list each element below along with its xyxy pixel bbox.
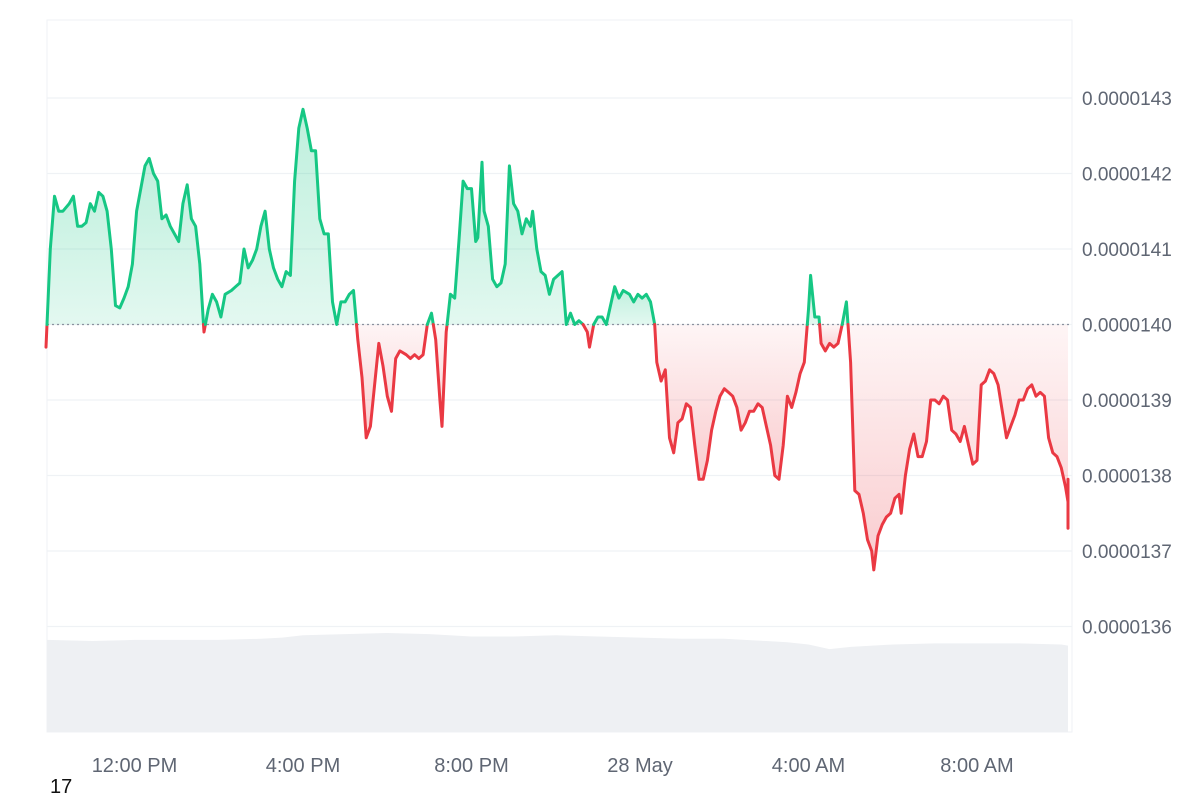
price-line-down: [846, 323, 1070, 572]
area-above-baseline: [205, 109, 357, 325]
price-line-down: [818, 323, 844, 353]
area-below-baseline: [356, 324, 428, 438]
area-below-baseline: [654, 324, 808, 480]
price-line-up: [425, 311, 435, 326]
price-line-down: [581, 323, 596, 349]
y-tick-label: 0.0000136: [1082, 618, 1172, 639]
volume-area: [47, 633, 1068, 732]
price-line-down: [202, 323, 207, 334]
x-axis-labels: 12:00 PM 4:00 PM 8:00 PM 28 May 4:00 AM 8:00 …: [92, 755, 1014, 777]
price-line-down: [355, 323, 429, 440]
price-line-up: [840, 300, 850, 326]
area-above-baseline: [47, 158, 204, 325]
y-tick-label: 0.0000138: [1082, 467, 1172, 488]
y-tick-label: 0.0000139: [1082, 391, 1172, 412]
y-tick-label: 0.0000141: [1082, 240, 1172, 261]
y-axis-labels: 0.0000143 0.0000142 0.0000141 0.0000140 0.00…: [1082, 89, 1172, 639]
price-line-down: [653, 323, 809, 481]
x-tick-label: 28 May: [607, 755, 673, 777]
price-line-down: [431, 323, 449, 428]
y-tick-label: 0.0000140: [1082, 316, 1172, 337]
price-line-up: [592, 285, 657, 326]
price-line-down: [44, 323, 49, 349]
x-tick-label: 8:00 PM: [434, 755, 508, 777]
y-tick-label: 0.0000143: [1082, 89, 1172, 110]
y-tick-label: 0.0000137: [1082, 542, 1172, 563]
price-line-up: [203, 107, 358, 326]
x-tick-label: 4:00 PM: [266, 755, 340, 777]
price-line-up: [445, 160, 585, 326]
x-tick-label: 4:00 AM: [772, 755, 845, 777]
y-tick-label: 0.0000142: [1082, 165, 1172, 186]
x-tick-label: 12:00 PM: [92, 755, 178, 777]
chart-watermark: 17: [50, 776, 72, 798]
price-line-up: [45, 156, 205, 326]
price-fill: [46, 109, 1068, 570]
price-line: [44, 107, 1070, 572]
area-below-baseline: [848, 324, 1068, 570]
volume-bars: [47, 633, 1068, 732]
x-tick-label: 8:00 AM: [940, 755, 1013, 777]
price-line-up: [805, 273, 822, 326]
